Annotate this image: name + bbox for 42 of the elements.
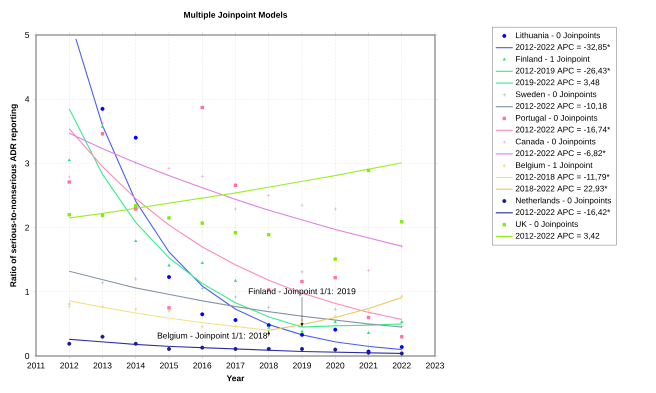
legend-label: 2012-2022 APC = -32,85* [516, 44, 610, 51]
chart-title: Multiple Joinpoint Models [184, 12, 288, 20]
x-tick-label: 2020 [326, 362, 344, 368]
legend-label: 2018-2022 APC = 22,93* [516, 186, 608, 192]
x-tick-label: 2013 [94, 362, 112, 368]
legend-label: UK - 0 Joinpoints [516, 220, 578, 229]
legend-label: 2019-2022 APC = 3,48 [516, 79, 600, 86]
legend-label: Netherlands - 0 Joinpoints [516, 197, 612, 206]
legend-label: Lithuania - 0 Joinpoints [516, 32, 600, 40]
legend-label: 2012-2019 APC = -26,43* [516, 68, 610, 75]
y-tick-label: 3 [25, 160, 30, 166]
x-tick-label: 2016 [193, 362, 212, 368]
y-tick-label: 4 [24, 96, 30, 102]
x-tick-label: 2022 [392, 362, 411, 368]
legend-label: Portugal - 0 Joinpoints [516, 114, 598, 122]
annotation: Belgium - Joinpoint 1/1: 2018 [158, 332, 268, 340]
legend-label: 2012-2022 APC = -10,18 [516, 103, 607, 110]
x-tick-label: 2017 [226, 362, 244, 368]
x-axis-title: Year [226, 375, 244, 382]
y-tick-label: 5 [25, 32, 30, 38]
legend-label: 2012-2022 APC = -16,42* [516, 209, 610, 216]
legend-label: 2012-2022 APC = -6,82* [516, 150, 606, 158]
x-tick-label: 2011 [27, 362, 45, 368]
x-tick-label: 2015 [160, 362, 178, 368]
annotation: Finland - Joinpoint 1/1: 2019 [248, 288, 356, 296]
x-tick-label: 2018 [260, 362, 278, 368]
legend-label: 2012-2022 APC = 3,42 [516, 232, 600, 240]
x-tick-label: 2023 [426, 362, 444, 368]
legend-label: 2012-2022 APC = -16,74* [516, 126, 610, 134]
x-tick-label: 2014 [126, 362, 145, 368]
y-axis-title: Ratio of serious-to-nonserious ADR reporting [10, 104, 18, 287]
x-tick-label: 2021 [360, 362, 378, 368]
y-tick-label: 1 [25, 288, 30, 295]
x-tick-label: 2012 [60, 362, 78, 368]
x-tick-label: 2019 [293, 362, 312, 368]
y-tick-label: 2 [25, 224, 30, 231]
y-tick-label: 0 [25, 353, 30, 359]
legend-label: Canada - 0 Joinpoints [516, 138, 596, 146]
legend-label: Belgium - 1 Joinpoint [516, 162, 592, 170]
legend-label: Finland - 1 Joinpoint [516, 56, 590, 64]
legend-label: 2012-2018 APC = -11,79* [516, 174, 610, 181]
legend-label: Sweden - 0 Joinpoints [516, 91, 596, 99]
